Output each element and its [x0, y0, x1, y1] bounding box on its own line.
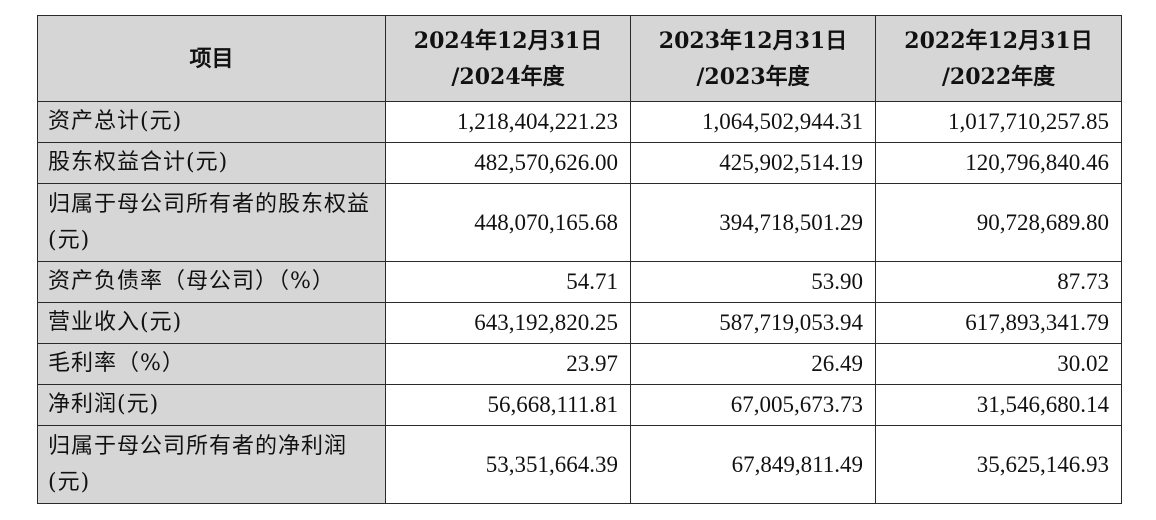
row-label-revenue: 营业收入(元) [37, 302, 386, 344]
header-2023: 2023年12月31日 /2023年度 [630, 15, 876, 102]
cell-value: 120,796,840.46 [875, 142, 1122, 184]
cell-value: 617,893,341.79 [875, 302, 1122, 344]
table-row: 毛利率（%） 23.97 26.49 30.02 [37, 343, 1122, 385]
cell-value: 54.71 [385, 261, 631, 303]
cell-value: 35,625,146.93 [875, 425, 1122, 504]
cell-value: 23.97 [385, 343, 631, 385]
row-label-total-equity: 股东权益合计(元) [37, 142, 386, 184]
cell-value: 26.49 [630, 343, 876, 385]
row-label-net-profit: 净利润(元) [37, 384, 386, 426]
cell-value: 587,719,053.94 [630, 302, 876, 344]
table-row: 归属于母公司所有者的净利润(元) 53,351,664.39 67,849,81… [37, 425, 1122, 504]
cell-value: 1,017,710,257.85 [875, 101, 1122, 143]
row-label-parent-net-profit: 归属于母公司所有者的净利润(元) [37, 425, 386, 504]
table-row: 营业收入(元) 643,192,820.25 587,719,053.94 61… [37, 302, 1122, 344]
cell-value: 31,546,680.14 [875, 384, 1122, 426]
header-2024-date: 2024年12月31日 [413, 27, 603, 54]
header-2024: 2024年12月31日 /2024年度 [385, 15, 631, 102]
header-2022: 2022年12月31日 /2022年度 [875, 15, 1122, 102]
table-row: 资产总计(元) 1,218,404,221.23 1,064,502,944.3… [37, 101, 1122, 143]
row-label-parent-equity: 归属于母公司所有者的股东权益(元) [37, 183, 386, 262]
header-2022-year: /2022年度 [941, 63, 1056, 90]
table-row: 股东权益合计(元) 482,570,626.00 425,902,514.19 … [37, 142, 1122, 184]
cell-value: 30.02 [875, 343, 1122, 385]
row-label-gross-margin: 毛利率（%） [37, 343, 386, 385]
table-row: 资产负债率（母公司）（%） 54.71 53.90 87.73 [37, 261, 1122, 303]
cell-value: 53,351,664.39 [385, 425, 631, 504]
cell-value: 425,902,514.19 [630, 142, 876, 184]
cell-value: 53.90 [630, 261, 876, 303]
cell-value: 448,070,165.68 [385, 183, 631, 262]
header-2023-date: 2023年12月31日 [658, 27, 848, 54]
row-label-total-assets: 资产总计(元) [37, 101, 386, 143]
table-row: 净利润(元) 56,668,111.81 67,005,673.73 31,54… [37, 384, 1122, 426]
cell-value: 90,728,689.80 [875, 183, 1122, 262]
table-header-row: 项目 2024年12月31日 /2024年度 2023年12月31日 /2023… [37, 15, 1122, 102]
row-label-debt-ratio: 资产负债率（母公司）（%） [37, 261, 386, 303]
cell-value: 67,005,673.73 [630, 384, 876, 426]
cell-value: 67,849,811.49 [630, 425, 876, 504]
cell-value: 1,218,404,221.23 [385, 101, 631, 143]
header-2022-date: 2022年12月31日 [904, 27, 1093, 54]
cell-value: 56,668,111.81 [385, 384, 631, 426]
cell-value: 482,570,626.00 [385, 142, 631, 184]
table-row: 归属于母公司所有者的股东权益(元) 448,070,165.68 394,718… [37, 183, 1122, 262]
header-2023-year: /2023年度 [696, 63, 810, 90]
financial-data-table-container: 项目 2024年12月31日 /2024年度 2023年12月31日 /2023… [37, 15, 1122, 504]
cell-value: 394,718,501.29 [630, 183, 876, 262]
cell-value: 1,064,502,944.31 [630, 101, 876, 143]
header-item: 项目 [37, 15, 386, 102]
cell-value: 87.73 [875, 261, 1122, 303]
header-2024-year: /2024年度 [451, 63, 565, 90]
financial-data-table: 项目 2024年12月31日 /2024年度 2023年12月31日 /2023… [37, 15, 1122, 504]
cell-value: 643,192,820.25 [385, 302, 631, 344]
